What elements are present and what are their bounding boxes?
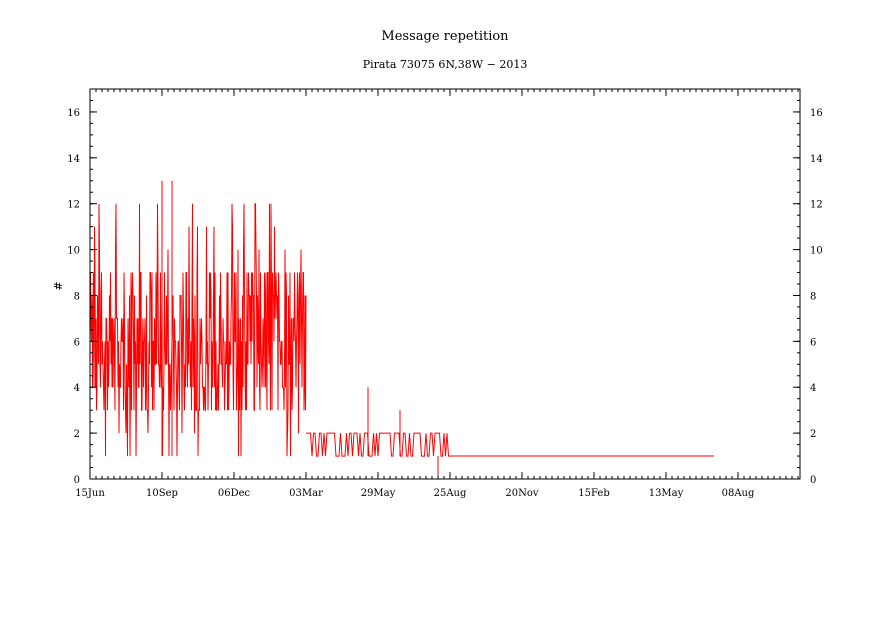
axes: 15Jun 10Sep 06Dec 03Mar 29May 25Aug 20Nov 15Feb… — [67, 88, 823, 499]
series-noisy-segment — [306, 432, 450, 457]
y-tick-label-right: 8 — [810, 291, 816, 302]
y-tick-label: 0 — [74, 475, 80, 486]
y-tick-label: 8 — [74, 291, 80, 302]
y-tick-label-right: 4 — [810, 383, 816, 394]
x-tick-label: 25Aug — [434, 488, 467, 499]
chart-title: Message repetition — [381, 29, 509, 44]
y-tick-label: 12 — [67, 200, 80, 211]
y-tick-label: 16 — [67, 108, 80, 119]
x-tick-label: 03Mar — [289, 488, 323, 499]
y-tick-label: 6 — [74, 337, 80, 348]
x-tick-label: 13May — [649, 488, 684, 499]
y-tick-label-right: 10 — [810, 246, 823, 257]
y-tick-label-right: 16 — [810, 108, 823, 119]
x-tick-label: 29May — [361, 488, 396, 499]
x-tick-label: 08Aug — [722, 488, 755, 499]
y-tick-label: 10 — [67, 246, 80, 257]
y-tick-label: 14 — [67, 154, 80, 165]
x-tick-label: 15Jun — [75, 488, 105, 499]
series-noisy-segment — [89, 203, 307, 457]
x-tick-label: 06Dec — [218, 488, 251, 499]
y-tick-label-right: 12 — [810, 200, 823, 211]
y-tick-label-right: 2 — [810, 429, 816, 440]
y-tick-label-right: 14 — [810, 154, 823, 165]
y-tick-label-right: 0 — [810, 475, 816, 486]
chart-subtitle: Pirata 73075 6N,38W − 2013 — [363, 58, 528, 71]
y-tick-label-right: 6 — [810, 337, 816, 348]
y-axis-label: # — [52, 281, 65, 290]
plot-data — [89, 180, 714, 479]
y-tick-label: 2 — [74, 429, 80, 440]
x-tick-label: 20Nov — [505, 488, 538, 499]
y-tick-label: 4 — [74, 383, 80, 394]
x-tick-label: 10Sep — [146, 488, 178, 499]
x-tick-label: 15Feb — [578, 488, 609, 499]
